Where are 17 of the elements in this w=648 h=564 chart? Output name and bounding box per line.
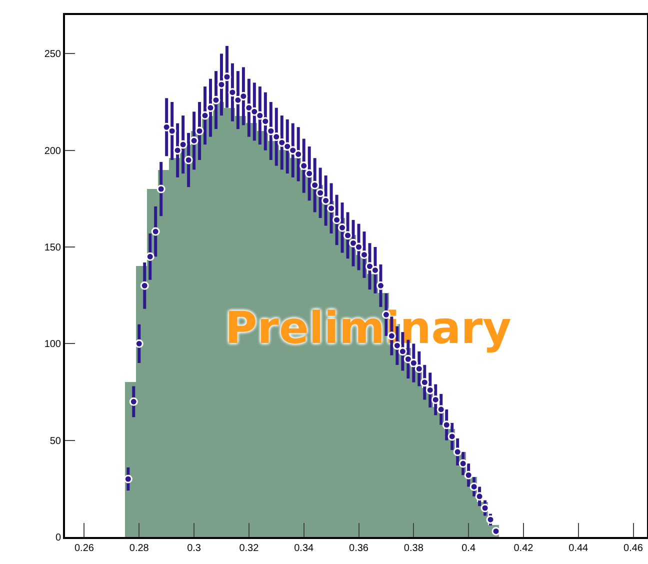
x-tick-label: 0.3 bbox=[187, 543, 202, 554]
y-tick-label: 250 bbox=[44, 49, 62, 60]
x-tick-label: 0.46 bbox=[624, 543, 644, 554]
y-tick-label: 0 bbox=[55, 532, 62, 544]
x-tick-label: 0.32 bbox=[239, 543, 260, 554]
y-tick-label: 100 bbox=[44, 339, 62, 350]
y-tick-label: 150 bbox=[44, 242, 62, 254]
x-tick-label: 0.42 bbox=[514, 543, 534, 554]
y-tick-label: 50 bbox=[50, 436, 62, 447]
y-tick-label: 200 bbox=[44, 146, 62, 157]
x-tick-label: 0.38 bbox=[404, 543, 424, 554]
x-tick-label: 0.26 bbox=[74, 543, 94, 554]
x-tick-label: 0.4 bbox=[462, 543, 476, 554]
x-tick-label: 0.28 bbox=[129, 543, 150, 554]
x-tick-label: 0.44 bbox=[568, 543, 589, 554]
x-tick-label: 0.36 bbox=[349, 543, 369, 554]
x-tick-label: 0.34 bbox=[294, 543, 314, 554]
